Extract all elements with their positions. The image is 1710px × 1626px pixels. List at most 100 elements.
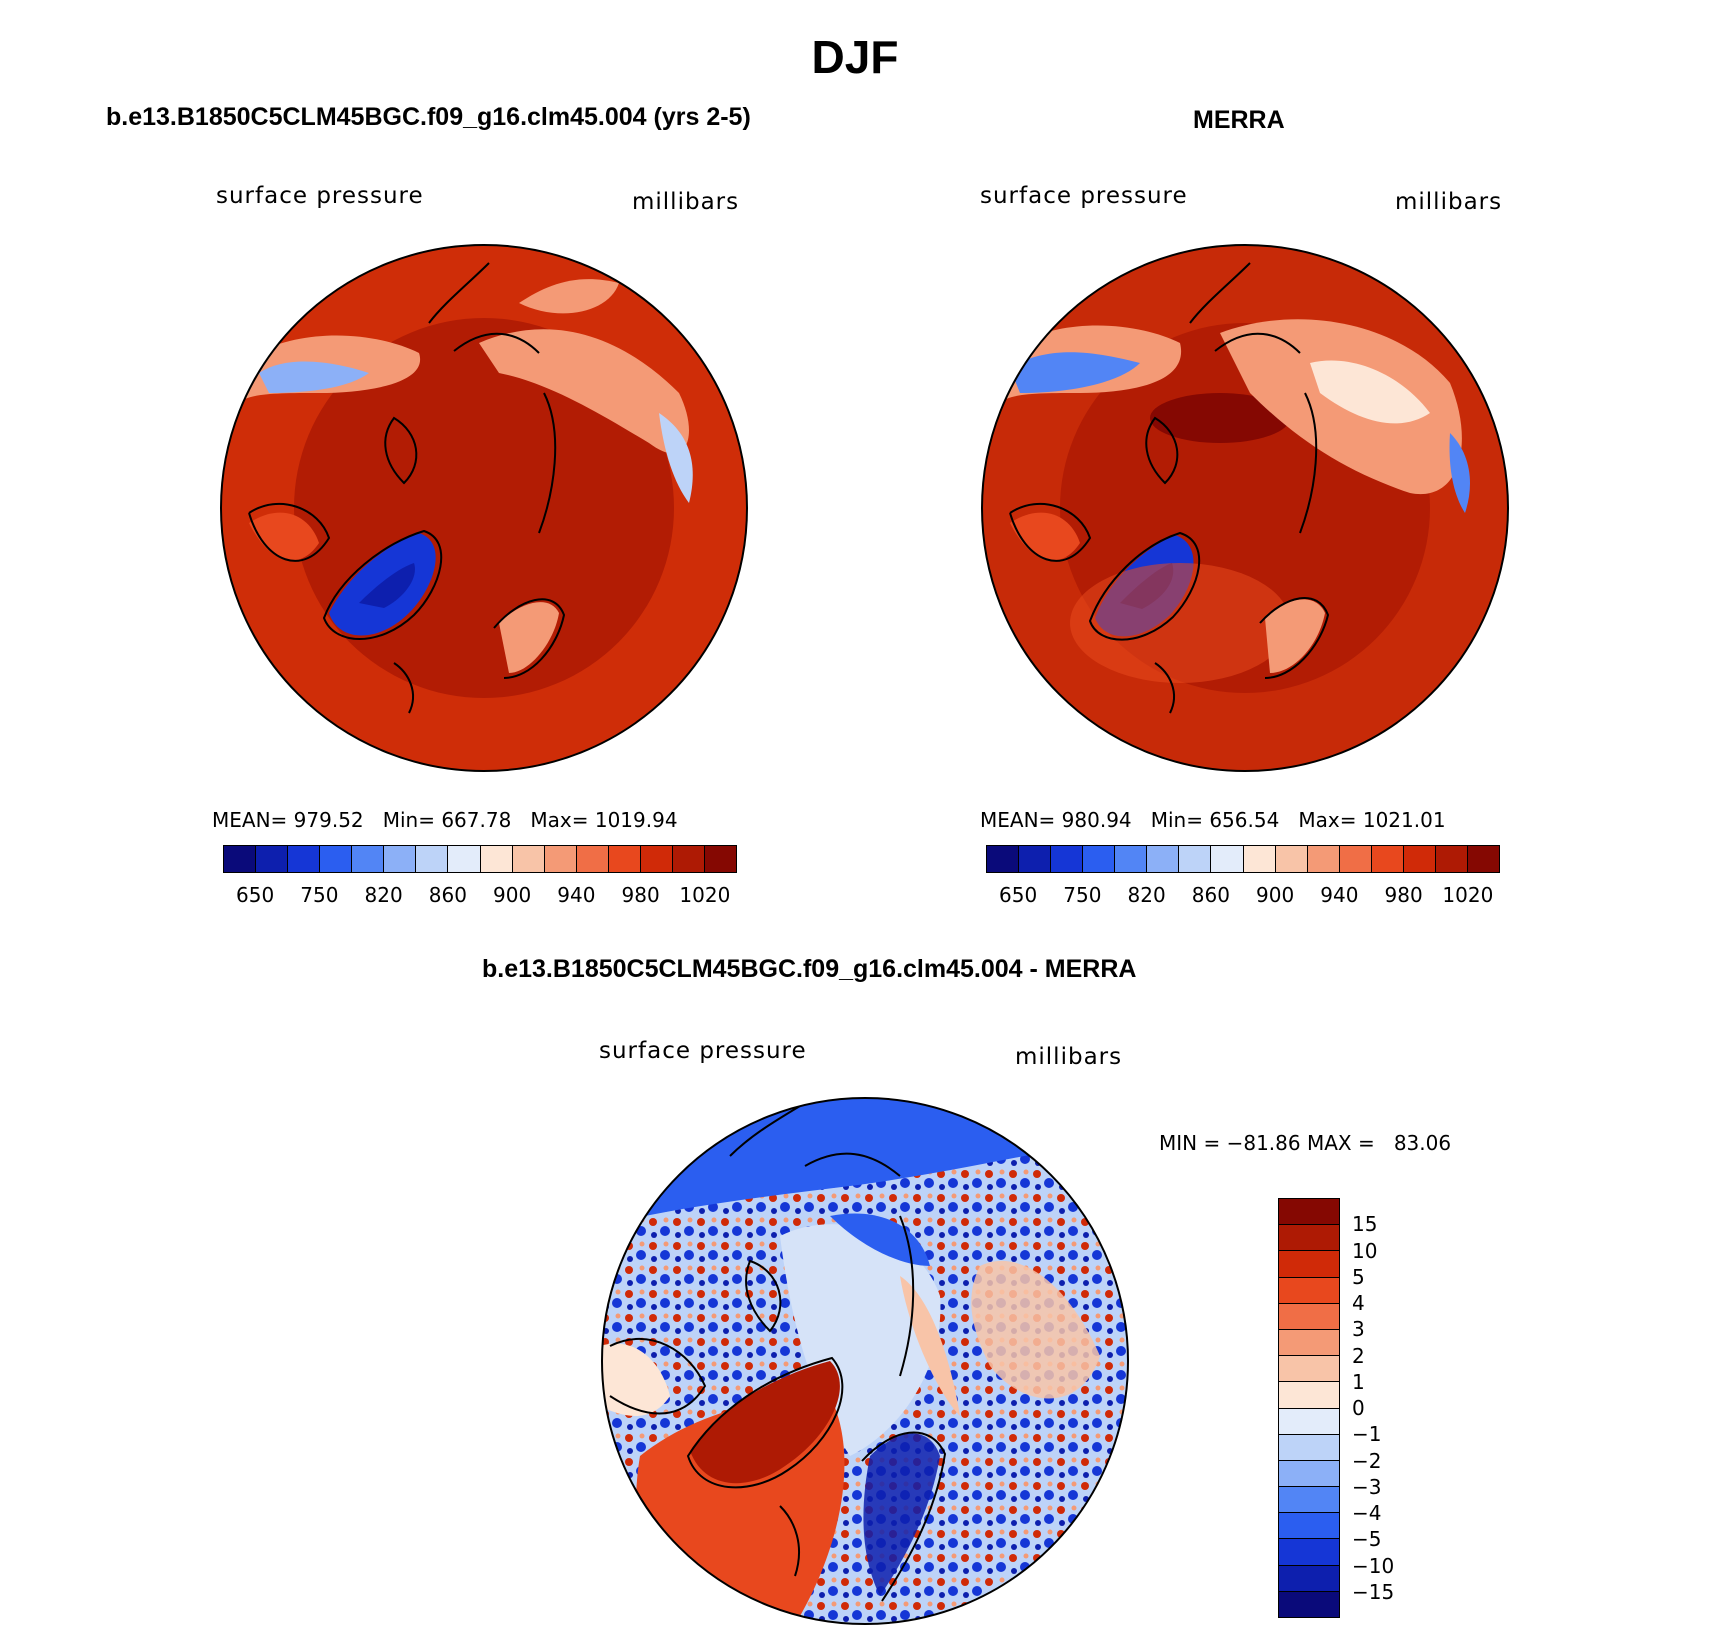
colorbar-tick-label: 940 bbox=[557, 883, 596, 907]
colorbar-swatch bbox=[1279, 1199, 1339, 1226]
colorbar-tick-label: −10 bbox=[1352, 1553, 1395, 1578]
left-panel-title: b.e13.B1850C5CLM45BGC.f09_g16.clm45.004 … bbox=[106, 103, 751, 131]
colorbar-swatch bbox=[416, 846, 449, 872]
colorbar-tick-label: 750 bbox=[1063, 883, 1102, 907]
colorbar-swatch bbox=[480, 846, 513, 872]
colorbar-tick-label: 10 bbox=[1352, 1238, 1378, 1263]
colorbar-tick-label: −15 bbox=[1352, 1579, 1395, 1604]
colorbar-tick-label: 820 bbox=[364, 883, 403, 907]
colorbar-swatch bbox=[288, 846, 321, 872]
diff-units-label: millibars bbox=[1015, 1044, 1123, 1070]
right-mean-label: MEAN= bbox=[980, 808, 1056, 832]
colorbar-swatch bbox=[1279, 1277, 1339, 1304]
diff-min-value: −81.86 bbox=[1226, 1131, 1301, 1155]
colorbar-tick-label: 980 bbox=[1384, 883, 1423, 907]
colorbar-swatch bbox=[1307, 846, 1340, 872]
colorbar-swatch bbox=[608, 846, 641, 872]
colorbar-swatch bbox=[512, 846, 545, 872]
colorbar-swatch bbox=[1279, 1356, 1339, 1383]
left-mean-value: 979.52 bbox=[293, 808, 364, 832]
colorbar-tick-label: 860 bbox=[428, 883, 467, 907]
left-min-label: Min= bbox=[382, 808, 435, 832]
colorbar-swatch bbox=[1279, 1382, 1339, 1409]
diff-panel-title: b.e13.B1850C5CLM45BGC.f09_g16.clm45.004 … bbox=[482, 955, 1137, 983]
colorbar-swatch bbox=[256, 846, 289, 872]
left-max-label: Max= bbox=[530, 808, 589, 832]
main-title: DJF bbox=[811, 31, 899, 83]
right-max-label: Max= bbox=[1298, 808, 1357, 832]
diff-minmax: MIN = −81.86 MAX = 83.06 bbox=[1159, 1131, 1451, 1155]
colorbar-swatch bbox=[1279, 1513, 1339, 1540]
right-min-value: 656.54 bbox=[1209, 808, 1280, 832]
left-stats: MEAN= 979.52 Min= 667.78 Max= 1019.94 bbox=[212, 808, 678, 832]
right-max-value: 1021.01 bbox=[1362, 808, 1446, 832]
colorbar-tick-label: 0 bbox=[1352, 1396, 1365, 1420]
colorbar-tick-label: 5 bbox=[1352, 1264, 1365, 1289]
colorbar-swatch bbox=[1275, 846, 1308, 872]
left-polar-map bbox=[220, 244, 748, 772]
colorbar-swatch bbox=[1279, 1303, 1339, 1330]
right-mean-value: 980.94 bbox=[1061, 808, 1132, 832]
colorbar-swatch bbox=[1279, 1460, 1339, 1488]
colorbar-swatch bbox=[1435, 846, 1468, 872]
colorbar-tick-label: 650 bbox=[236, 883, 275, 907]
left-variable-label: surface pressure bbox=[216, 183, 424, 209]
right-units-label: millibars bbox=[1395, 189, 1503, 215]
colorbar-swatch bbox=[1371, 846, 1404, 872]
colorbar-tick-label: 1020 bbox=[679, 883, 731, 907]
colorbar-swatch bbox=[1083, 846, 1116, 872]
colorbar-swatch bbox=[1279, 1225, 1339, 1252]
colorbar-swatch bbox=[1211, 846, 1244, 872]
colorbar-swatch bbox=[1467, 846, 1499, 872]
left-mean-label: MEAN= bbox=[212, 808, 288, 832]
colorbar-swatch bbox=[1279, 1251, 1339, 1278]
colorbar-tick-label: 2 bbox=[1352, 1343, 1365, 1368]
colorbar-swatch bbox=[384, 846, 417, 872]
diff-colorbar bbox=[1278, 1198, 1340, 1618]
colorbar-swatch bbox=[1339, 846, 1372, 872]
left-max-value: 1019.94 bbox=[594, 808, 678, 832]
colorbar-swatch bbox=[1279, 1591, 1339, 1617]
right-variable-label: surface pressure bbox=[980, 183, 1188, 209]
colorbar-tick-label: 750 bbox=[300, 883, 339, 907]
diff-colorbar-ticks: 15 10 5 4 3 2 1 0 −1 −2 −3 −4 −5 −10 −15 bbox=[1352, 1198, 1432, 1618]
right-polar-map bbox=[981, 244, 1509, 772]
colorbar-swatch bbox=[224, 846, 257, 872]
diff-max-label: MAX = bbox=[1306, 1131, 1375, 1155]
colorbar-swatch bbox=[1279, 1565, 1339, 1592]
colorbar-swatch bbox=[1279, 1539, 1339, 1566]
colorbar-swatch bbox=[640, 846, 673, 872]
colorbar-swatch bbox=[1019, 846, 1052, 872]
colorbar-tick-label: 980 bbox=[621, 883, 660, 907]
right-colorbar-ticks: 650 750 820 860 900 940 980 1020 bbox=[986, 883, 1500, 913]
colorbar-swatch bbox=[544, 846, 577, 872]
colorbar-swatch bbox=[672, 846, 705, 872]
colorbar-swatch bbox=[448, 846, 481, 872]
colorbar-tick-label: −5 bbox=[1352, 1527, 1382, 1552]
colorbar-swatch bbox=[1279, 1329, 1339, 1357]
left-min-value: 667.78 bbox=[441, 808, 512, 832]
right-min-label: Min= bbox=[1150, 808, 1203, 832]
colorbar-swatch bbox=[1279, 1434, 1339, 1461]
left-units-label: millibars bbox=[632, 189, 740, 215]
colorbar-tick-label: 940 bbox=[1320, 883, 1359, 907]
colorbar-tick-label: −2 bbox=[1352, 1448, 1382, 1473]
diff-variable-label: surface pressure bbox=[599, 1038, 807, 1064]
colorbar-tick-label: −4 bbox=[1352, 1501, 1382, 1525]
colorbar-tick-label: 4 bbox=[1352, 1291, 1365, 1315]
left-colorbar bbox=[223, 845, 737, 873]
colorbar-swatch bbox=[320, 846, 353, 872]
colorbar-swatch bbox=[987, 846, 1020, 872]
colorbar-swatch bbox=[1179, 846, 1212, 872]
colorbar-tick-label: 3 bbox=[1352, 1317, 1365, 1342]
colorbar-tick-label: 900 bbox=[493, 883, 532, 907]
colorbar-tick-label: 1 bbox=[1352, 1369, 1365, 1394]
colorbar-tick-label: 900 bbox=[1256, 883, 1295, 907]
colorbar-tick-label: −3 bbox=[1352, 1474, 1382, 1499]
colorbar-swatch bbox=[576, 846, 609, 872]
colorbar-tick-label: 15 bbox=[1352, 1212, 1378, 1237]
colorbar-swatch bbox=[1115, 846, 1148, 872]
colorbar-tick-label: 650 bbox=[999, 883, 1038, 907]
colorbar-swatch bbox=[1243, 846, 1276, 872]
diff-min-label: MIN = bbox=[1159, 1131, 1221, 1155]
